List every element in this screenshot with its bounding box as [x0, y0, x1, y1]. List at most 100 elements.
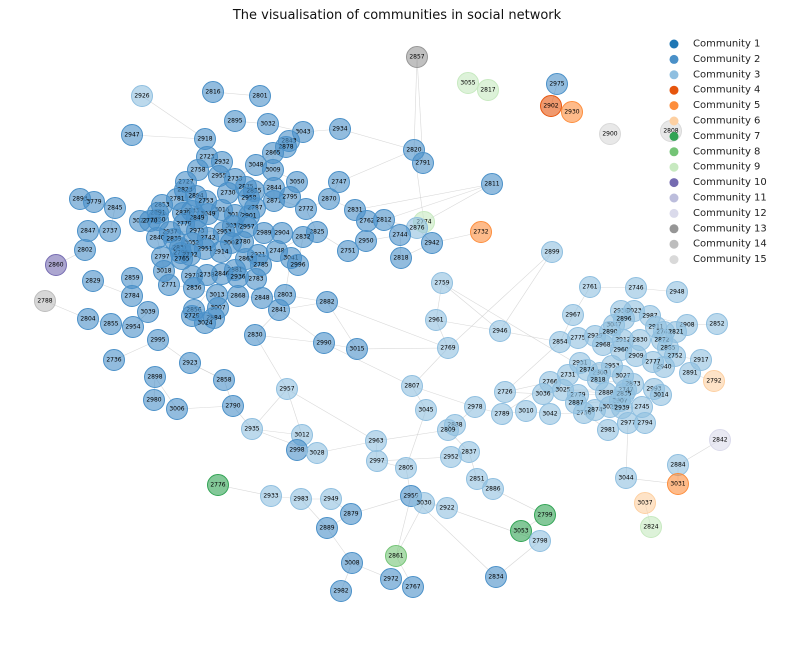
edge	[441, 282, 501, 332]
node-label: 3049	[200, 211, 215, 218]
node-label: 3042	[542, 411, 557, 418]
node-label: 2973	[189, 228, 204, 235]
node: 2816	[202, 81, 224, 103]
node-circle	[457, 72, 479, 94]
node-circle	[355, 230, 377, 252]
node-label: 2968	[595, 342, 610, 349]
node-label: 2840	[149, 235, 164, 242]
node-label: 2899	[544, 249, 559, 256]
node-label: 2801	[252, 93, 267, 100]
node-circle	[244, 324, 266, 346]
edge	[499, 251, 553, 332]
node-circle	[380, 568, 402, 590]
node-label: 2890	[602, 329, 617, 336]
node: 2926	[131, 85, 153, 107]
node-label: 2744	[392, 232, 407, 239]
legend-marker	[669, 162, 679, 172]
edge	[413, 56, 418, 151]
node-label: 2865	[265, 150, 280, 157]
node-circle	[515, 400, 537, 422]
node-circle	[599, 123, 621, 145]
node-label: 2990	[316, 340, 331, 347]
node: 2933	[260, 485, 282, 507]
node: 3048	[245, 154, 267, 176]
edge	[254, 334, 325, 344]
node-label: 3025	[555, 387, 570, 394]
node: 2737	[99, 220, 121, 242]
node-label: 2975	[549, 81, 564, 88]
node: 2981	[597, 419, 619, 441]
node-circle	[328, 171, 350, 193]
legend-marker	[669, 193, 679, 203]
legend-marker	[669, 70, 679, 80]
node-label: 3003	[223, 240, 238, 247]
node-circle	[290, 488, 312, 510]
node-circle	[103, 349, 125, 371]
legend-marker	[669, 85, 679, 95]
node-label: 2895	[227, 118, 242, 125]
node: 2879	[340, 503, 362, 525]
node-label: 2742	[200, 235, 215, 242]
legend-label: Community 15	[693, 254, 767, 265]
node-label: 2946	[492, 328, 507, 335]
node-circle	[540, 95, 562, 117]
node-label: 2777	[645, 359, 660, 366]
node-label: 2981	[600, 427, 615, 434]
node-circle	[373, 209, 395, 231]
node: 2858	[213, 369, 235, 391]
node-label: 2949	[323, 496, 338, 503]
node-label: 2851	[469, 476, 484, 483]
node: 2899	[541, 241, 563, 263]
node-circle	[366, 450, 388, 472]
node-circle	[207, 474, 229, 496]
node-circle	[389, 224, 411, 246]
node-label: 2859	[124, 275, 139, 282]
node-label: 2977	[620, 420, 635, 427]
node-circle	[482, 478, 504, 500]
legend-label: Community 2	[693, 54, 760, 65]
node-label: 2820	[406, 147, 421, 154]
node-label: 2934	[332, 126, 347, 133]
node-circle	[276, 378, 298, 400]
node-circle	[679, 362, 701, 384]
node-label: 3036	[535, 391, 550, 398]
node-label: 2963	[368, 438, 383, 445]
node-label: 2775	[570, 335, 585, 342]
node-label: 2737	[102, 228, 117, 235]
node-label: 3023	[626, 308, 641, 315]
node-label: 3027	[615, 373, 630, 380]
node-label: 2948	[669, 289, 684, 296]
node-circle	[421, 232, 443, 254]
node-label: 2726	[497, 389, 512, 396]
node-circle	[541, 241, 563, 263]
node-label: 3017	[227, 212, 242, 219]
node-label: 2738	[199, 272, 214, 279]
node-label: 2794	[637, 420, 652, 427]
node-circle	[341, 552, 363, 574]
node: 2799	[534, 504, 556, 526]
node-label: 2745	[634, 404, 649, 411]
node-label: 2731	[560, 372, 575, 379]
node-circle	[104, 197, 126, 219]
node-label: 2771	[161, 282, 176, 289]
node: 2949	[320, 488, 342, 510]
node-label: 2952	[443, 454, 458, 461]
node-label: 2936	[230, 274, 245, 281]
node-circle	[625, 277, 647, 299]
nodes-layer: 2857 2926 2816 2801 3055 2817 2975 2902 2930 2900…	[34, 46, 731, 602]
edge	[376, 456, 452, 462]
node-circle	[295, 198, 317, 220]
node-circle	[464, 396, 486, 418]
node: 2842	[709, 429, 731, 451]
legend-marker	[669, 147, 679, 157]
node-label: 2957	[279, 386, 294, 393]
edge	[383, 183, 493, 221]
node: 2886	[482, 478, 504, 500]
node-label: 2818	[393, 255, 408, 262]
node-label: 3031	[670, 481, 685, 488]
node: 2777	[642, 351, 664, 373]
node-circle	[313, 332, 335, 354]
node: 2811	[481, 173, 503, 195]
node: 2957	[276, 378, 298, 400]
node-label: 2730	[220, 190, 235, 197]
